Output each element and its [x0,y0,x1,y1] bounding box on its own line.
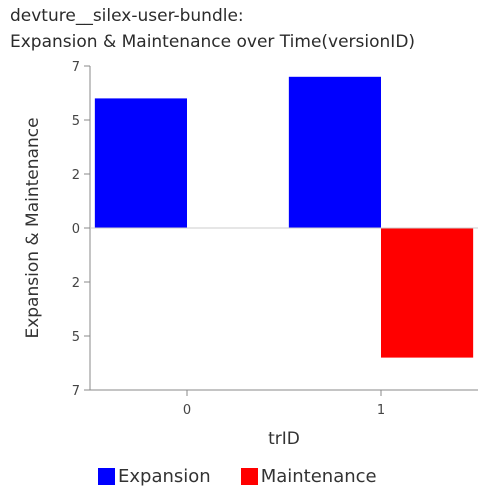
bars-group [94,76,474,358]
x-tick-label: 1 [377,403,385,418]
bar-expansion-1 [288,76,381,228]
bar-expansion-0 [94,98,187,229]
legend-item-maintenance[interactable]: Maintenance [240,466,377,487]
legend: Expansion Maintenance [98,466,407,487]
y-axis: 7 5 2 0 2 5 7 [72,60,91,399]
chart-title-line-1: devture__silex-user-bundle: [10,6,244,26]
y-tick-label: 2 [72,168,80,183]
y-tick-label: 7 [72,384,80,399]
y-axis-title: Expansion & Maintenance [23,117,43,338]
bar-maintenance-1 [381,228,474,358]
chart-title-line-2: Expansion & Maintenance over Time(versio… [10,32,416,52]
legend-item-expansion[interactable]: Expansion [98,466,211,487]
legend-swatch-maintenance [240,468,258,485]
legend-label-expansion: Expansion [118,466,211,487]
x-tick-label: 0 [183,403,191,418]
y-tick-label: 5 [72,114,80,129]
x-axis-title: trID [268,429,300,449]
y-tick-label: 7 [72,60,80,75]
y-tick-label: 5 [72,330,80,345]
y-tick-label: 2 [72,276,80,291]
legend-swatch-expansion [98,468,115,485]
y-tick-label: 0 [72,222,80,237]
legend-label-maintenance: Maintenance [260,466,377,487]
